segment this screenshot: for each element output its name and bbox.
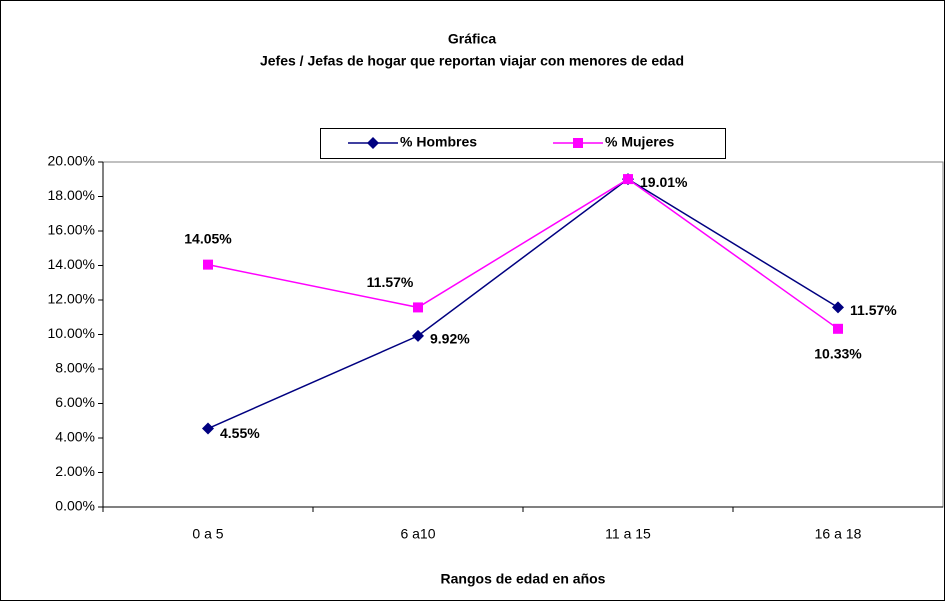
marker <box>623 174 633 185</box>
data-label: 10.33% <box>814 346 862 362</box>
data-label: 11.57% <box>850 302 897 318</box>
marker <box>832 301 844 314</box>
series-line <box>207 178 839 430</box>
y-tick-label: 6.00% <box>55 394 95 410</box>
y-tick-label: 4.00% <box>55 429 95 445</box>
y-tick-label: 8.00% <box>55 360 95 376</box>
marker <box>573 138 583 148</box>
plot-area <box>102 161 944 508</box>
x-tick-label: 6 a10 <box>400 526 435 542</box>
series-line <box>207 178 839 330</box>
marker <box>412 329 424 342</box>
y-tick-label: 18.00% <box>48 187 95 203</box>
marker <box>367 137 379 149</box>
data-label: 4.55% <box>220 425 260 441</box>
data-label: 11.57% <box>367 274 414 290</box>
data-label: 19.01% <box>640 174 688 190</box>
y-tick-label: 0.00% <box>55 498 95 514</box>
y-tick-label: 14.00% <box>48 256 95 272</box>
marker <box>202 422 214 435</box>
x-tick-label: 0 a 5 <box>192 526 223 542</box>
data-label: 9.92% <box>430 331 470 347</box>
x-axis-label: Rangos de edad en años <box>441 571 606 587</box>
marker <box>203 259 213 270</box>
y-tick-label: 12.00% <box>48 291 95 307</box>
legend-label: % Mujeres <box>605 134 674 150</box>
x-tick-label: 11 a 15 <box>605 526 651 542</box>
y-tick-label: 16.00% <box>48 222 95 238</box>
y-tick-label: 2.00% <box>55 463 95 479</box>
chart-subtitle: Jefes / Jefas de hogar que reportan viaj… <box>260 53 684 69</box>
chart-title: Gráfica <box>448 31 496 47</box>
y-tick-label: 10.00% <box>48 325 95 341</box>
x-tick-label: 16 a 18 <box>815 526 862 542</box>
y-tick-label: 20.00% <box>48 153 95 169</box>
marker <box>413 302 423 313</box>
legend-label: % Hombres <box>400 134 477 150</box>
data-label: 14.05% <box>184 230 232 246</box>
marker <box>833 323 843 334</box>
